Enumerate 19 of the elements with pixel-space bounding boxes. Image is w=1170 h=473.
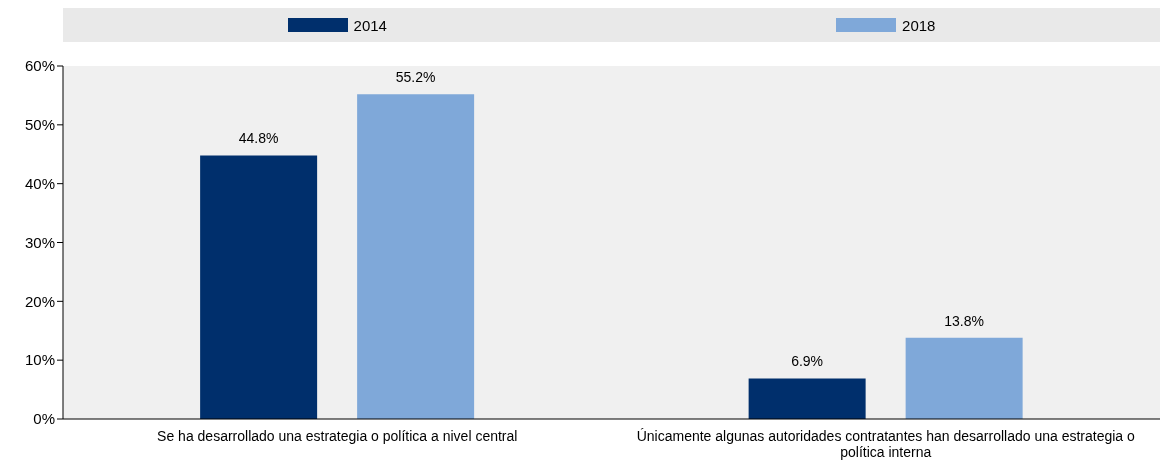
data-label: 13.8% xyxy=(944,312,984,329)
y-tick-label: 60% xyxy=(24,57,55,75)
bar xyxy=(357,94,475,419)
data-label: 6.9% xyxy=(791,353,824,370)
data-label: 55.2% xyxy=(395,69,436,86)
bar xyxy=(748,378,866,419)
data-label: 44.8% xyxy=(238,130,279,147)
legend-label: 2014 xyxy=(352,16,387,34)
bar xyxy=(905,337,1023,419)
legend-label: 2018 xyxy=(901,16,936,34)
bar xyxy=(200,155,318,419)
y-tick-label: 10% xyxy=(24,351,55,369)
y-tick-label: 50% xyxy=(24,116,55,134)
x-tick-label: Se ha desarrollado una estrategia o política a nivel central xyxy=(157,428,518,444)
y-tick-label: 20% xyxy=(24,292,55,310)
y-tick-label: 30% xyxy=(24,233,55,251)
y-tick-label: 40% xyxy=(24,174,55,192)
x-tick-label: Únicamente algunas autoridades contratantes han desarrollado una estrategia o política interna xyxy=(636,428,1136,460)
y-tick-label: 0% xyxy=(33,410,55,428)
